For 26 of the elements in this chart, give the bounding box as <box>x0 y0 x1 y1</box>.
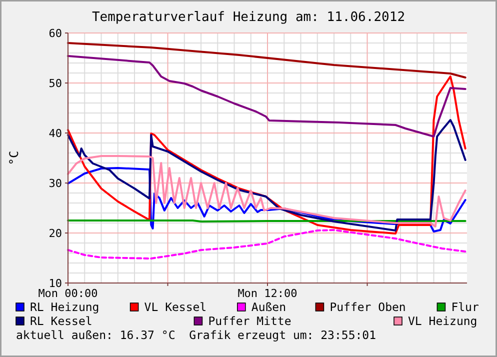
line-series <box>67 119 466 232</box>
line-series <box>67 42 466 78</box>
y-tick-label: 30 <box>48 177 62 190</box>
line-series <box>67 76 466 234</box>
line-series <box>67 155 466 228</box>
legend-label: RL Kessel <box>30 314 92 328</box>
y-tick-label: 40 <box>48 127 62 140</box>
legend-label: Puffer Mitte <box>208 314 292 328</box>
legend-label: Puffer Oben <box>330 300 406 314</box>
legend-label: RL Heizung <box>30 300 100 314</box>
x-tick-label: Mon 00:00 <box>38 287 98 300</box>
legend-label: VL Kessel <box>144 300 207 314</box>
y-tick-label: 50 <box>48 77 62 90</box>
line-series <box>67 167 466 232</box>
x-tick-label: Mon 12:00 <box>238 287 298 300</box>
y-axis-title: °C <box>7 150 21 166</box>
legend-label: Außen <box>251 300 286 314</box>
y-tick-label: 10 <box>48 277 62 290</box>
y-tick-label: 60 <box>48 27 62 40</box>
line-series <box>67 229 466 260</box>
line-series <box>67 55 466 138</box>
text: aktuell außen: 16.37 °C Grafik erzeugt um: 23:55:01 <box>16 328 376 342</box>
legend-label: Flur <box>451 300 479 314</box>
legend-label: VL Heizung <box>408 314 478 328</box>
y-tick-label: 20 <box>48 227 62 240</box>
chart-title: Temperaturverlauf Heizung am: 11.06.2012 <box>92 10 406 25</box>
